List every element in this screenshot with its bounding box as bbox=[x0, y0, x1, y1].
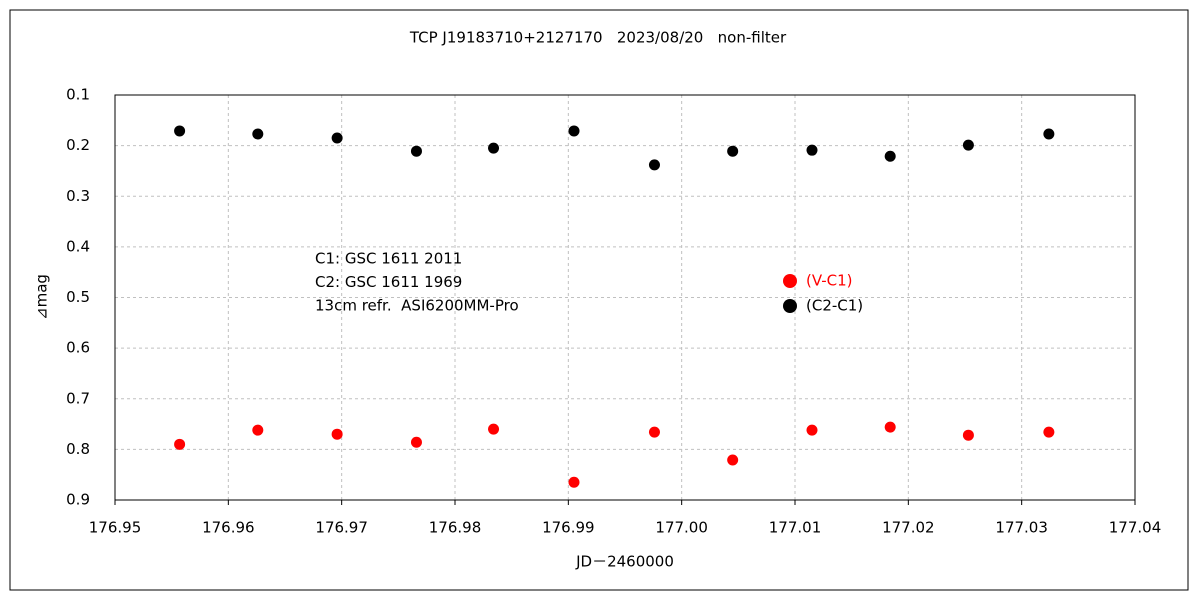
y-tick-label: 0.4 bbox=[66, 237, 90, 255]
y-tick-label: 0.7 bbox=[66, 389, 90, 407]
data-point bbox=[806, 424, 818, 436]
legend-label: (V-C1) bbox=[806, 272, 853, 290]
y-tick-label: 0.2 bbox=[66, 136, 90, 154]
x-tick-label: 176.97 bbox=[315, 519, 368, 537]
legend-label: (C2-C1) bbox=[806, 297, 863, 315]
data-point bbox=[174, 438, 186, 450]
y-axis-label: ⊿mag bbox=[33, 274, 51, 320]
data-point bbox=[252, 128, 264, 140]
x-tick-label: 176.95 bbox=[89, 519, 142, 537]
x-axis-label: JD－2460000 bbox=[575, 553, 674, 571]
x-tick-label: 176.98 bbox=[429, 519, 482, 537]
data-point bbox=[962, 139, 974, 151]
data-point bbox=[410, 145, 422, 157]
chart-title: TCP J19183710+2127170 2023/08/20 non-fil… bbox=[409, 29, 787, 47]
y-tick-label: 0.6 bbox=[66, 339, 90, 357]
x-tick-label: 176.96 bbox=[202, 519, 255, 537]
y-tick-label: 0.1 bbox=[66, 86, 90, 104]
data-point bbox=[727, 454, 739, 466]
x-tick-label: 177.01 bbox=[769, 519, 822, 537]
data-point bbox=[1043, 128, 1055, 140]
plot-area bbox=[114, 94, 1136, 501]
x-tick-label: 177.03 bbox=[995, 519, 1048, 537]
x-tick-label: 177.02 bbox=[882, 519, 935, 537]
x-tick-label: 177.00 bbox=[655, 519, 708, 537]
data-point bbox=[648, 159, 660, 171]
data-point bbox=[252, 424, 264, 436]
annotation: C2: GSC 1611 1969 bbox=[315, 273, 462, 291]
y-tick-label: 0.8 bbox=[66, 440, 90, 458]
data-point bbox=[410, 436, 422, 448]
data-point bbox=[568, 125, 580, 137]
data-point bbox=[727, 145, 739, 157]
data-point bbox=[884, 150, 896, 162]
y-tick-label: 0.3 bbox=[66, 187, 90, 205]
data-point bbox=[806, 144, 818, 156]
data-point bbox=[488, 423, 500, 435]
annotation: C1: GSC 1611 2011 bbox=[315, 250, 462, 268]
y-tick-label: 0.5 bbox=[66, 288, 90, 306]
data-point bbox=[331, 132, 343, 144]
data-point bbox=[174, 125, 186, 137]
data-point bbox=[884, 421, 896, 433]
data-point bbox=[648, 426, 660, 438]
data-point bbox=[1043, 426, 1055, 438]
data-point bbox=[962, 429, 974, 441]
legend-marker bbox=[783, 274, 797, 288]
chart-border bbox=[9, 9, 1189, 591]
data-point bbox=[331, 428, 343, 440]
y-tick-label: 0.9 bbox=[66, 491, 90, 509]
legend-marker bbox=[783, 299, 797, 313]
x-tick-label: 177.04 bbox=[1109, 519, 1162, 537]
annotation: 13cm refr. ASI6200MM-Pro bbox=[315, 297, 519, 315]
data-point bbox=[568, 476, 580, 488]
x-tick-label: 176.99 bbox=[542, 519, 595, 537]
data-point bbox=[488, 142, 500, 154]
